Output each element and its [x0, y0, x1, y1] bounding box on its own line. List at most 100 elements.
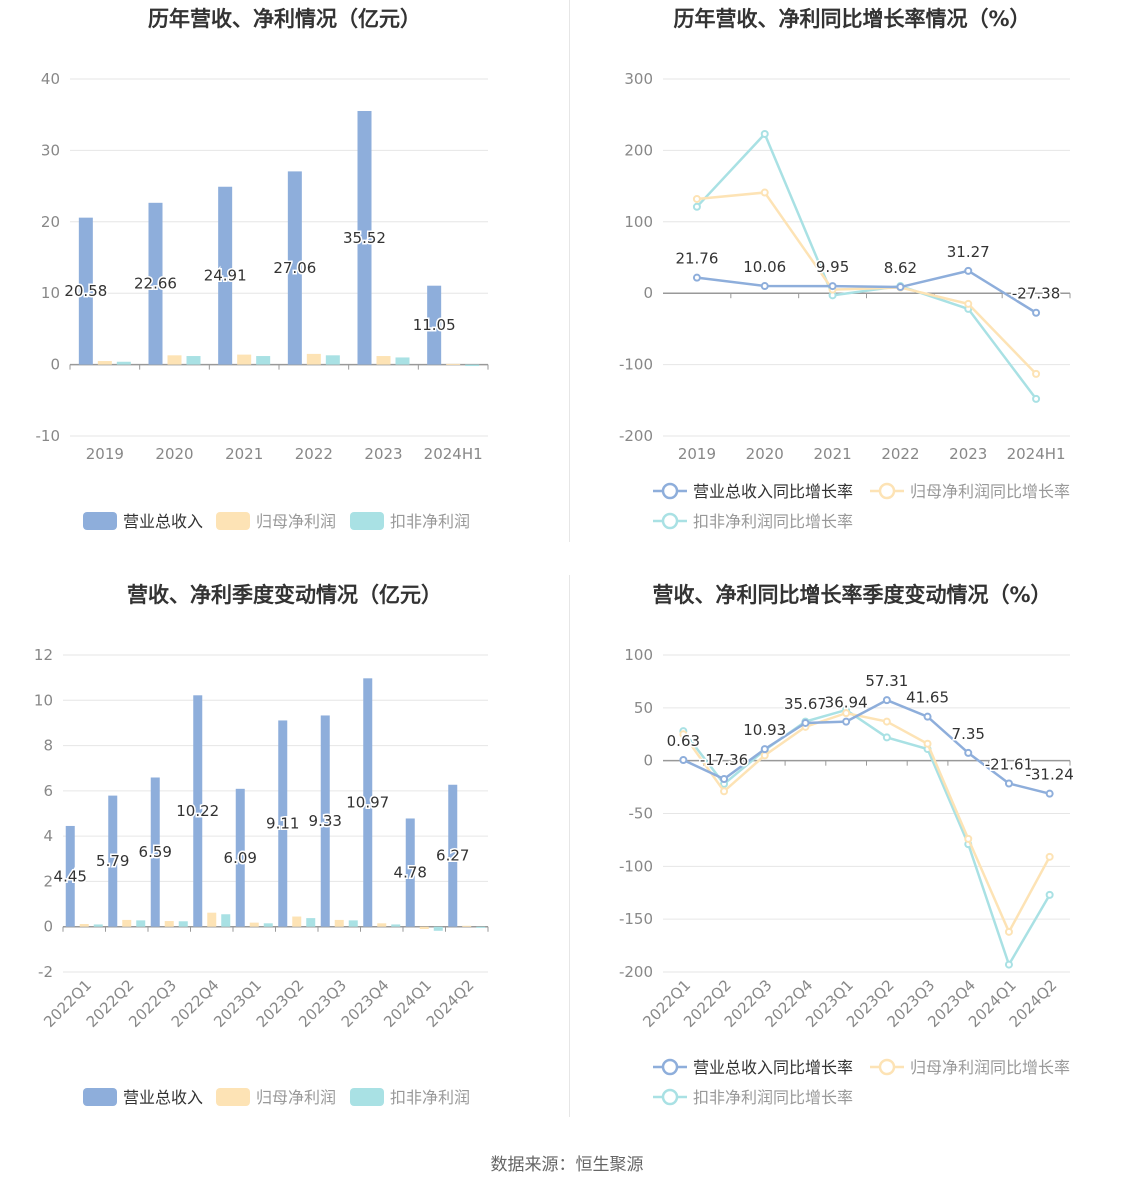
- bar-value-label: 10.97: [346, 794, 389, 812]
- bar-deducted_profit: [256, 356, 271, 365]
- line-value-label: -27.38: [1012, 285, 1060, 303]
- x-category-label: 2020: [746, 445, 784, 463]
- line-value-label: -17.36: [700, 751, 748, 769]
- point-net_profit: [923, 739, 932, 748]
- point-net_profit: [1045, 852, 1054, 861]
- bar-revenue: [235, 788, 245, 927]
- x-category-label: 2023: [949, 445, 987, 463]
- point-deducted_profit: [692, 202, 701, 211]
- y-tick-label: 10: [34, 691, 53, 709]
- bar-value-label: 6.59: [139, 843, 172, 861]
- point-revenue: [882, 696, 891, 705]
- y-tick-label: 10: [41, 284, 60, 302]
- point-net_profit: [964, 834, 973, 843]
- bar-deducted_profit: [186, 356, 201, 365]
- bar-revenue: [363, 678, 373, 927]
- point-revenue: [760, 745, 769, 754]
- legend-label: 归母净利润同比增长率: [910, 1058, 1070, 1077]
- legend-label: 扣非净利润: [390, 512, 470, 531]
- line-value-label: 31.27: [947, 243, 990, 261]
- bar-deducted_profit: [391, 924, 401, 927]
- y-tick-label: 200: [624, 141, 653, 159]
- bar-value-label: 4.78: [394, 864, 427, 882]
- point-revenue: [842, 717, 851, 726]
- bar-net_profit: [237, 354, 252, 365]
- quarterly-growth-chart: 营收、净利同比增长率季度变动情况（%） -200 -150 -100 -50 0 50 100…: [570, 570, 1134, 1130]
- y-tick-label: 8: [43, 737, 53, 755]
- x-category-label: 2019: [86, 445, 124, 463]
- line-value-label: 57.31: [865, 672, 908, 690]
- bar-value-label: 20.58: [64, 282, 107, 300]
- chart-svg: 历年营收、净利情况（亿元） -10 0 10 20 30 40 2019 2020 2021 202…: [36, 7, 489, 531]
- bar-net_profit: [462, 925, 472, 927]
- legend-marker-net_profit: [878, 482, 896, 500]
- legend-swatch-deducted_profit: [350, 1088, 384, 1106]
- y-tick-label: 12: [34, 646, 53, 664]
- legend-swatch-net_profit: [216, 512, 250, 530]
- bar-net_profit: [376, 356, 391, 365]
- line-revenue: [682, 698, 1050, 795]
- point-revenue: [720, 775, 729, 784]
- quarterly-amounts-chart: 营收、净利季度变动情况（亿元） -2 0 2 4 6 8 10 12 2022Q1 2022Q2 20…: [0, 570, 569, 1130]
- bar-deducted_profit: [395, 357, 410, 365]
- y-tick-label: -10: [36, 427, 61, 445]
- bar-deducted_profit: [325, 355, 340, 365]
- annual-amounts-chart: 历年营收、净利情况（亿元） -10 0 10 20 30 40 2019 2020 2021 202…: [0, 0, 569, 560]
- x-category-label: 2024H1: [424, 445, 483, 463]
- chart-svg: 历年营收、净利同比增长率情况（%） -200 -100 0 100 200 300 2019 2…: [619, 7, 1071, 531]
- y-tick-label: -200: [619, 963, 653, 981]
- line-value-label: 10.06: [743, 258, 786, 276]
- bar-net_profit: [164, 921, 174, 927]
- legend-label: 归母净利润: [256, 1088, 336, 1107]
- bar-deducted_profit: [116, 361, 131, 365]
- point-net_profit: [679, 730, 688, 739]
- bar-revenue: [405, 818, 415, 927]
- bar-net_profit: [377, 923, 387, 927]
- legend-marker-deducted_profit: [661, 1088, 679, 1106]
- bar-revenue: [218, 186, 233, 365]
- bar-revenue: [287, 171, 302, 365]
- point-deducted_profit: [1032, 394, 1041, 403]
- bar-revenue: [278, 720, 288, 927]
- x-category-label: 2021: [813, 445, 851, 463]
- legend-label: 扣非净利润同比增长率: [693, 1088, 853, 1107]
- line-deducted_profit: [682, 708, 1051, 968]
- bar-value-label: 24.91: [204, 267, 247, 285]
- line-net_profit: [696, 191, 1037, 375]
- bar-revenue: [427, 285, 442, 365]
- point-revenue: [1004, 779, 1013, 788]
- x-category-label: 2024H1: [1007, 445, 1066, 463]
- bar-deducted_profit: [136, 920, 146, 927]
- point-net_profit: [882, 717, 891, 726]
- point-revenue: [801, 718, 810, 727]
- bar-deducted_profit: [93, 924, 103, 927]
- legend-label: 扣非净利润: [390, 1088, 470, 1107]
- legend-marker-net_profit: [878, 1058, 896, 1076]
- bar-deducted_profit: [433, 926, 443, 931]
- point-revenue: [692, 273, 701, 282]
- chart-svg: 营收、净利同比增长率季度变动情况（%） -200 -150 -100 -50 0 50 100…: [619, 583, 1075, 1107]
- bar-net_profit: [167, 355, 182, 365]
- bar-revenue: [108, 795, 118, 927]
- bar-deducted_profit: [306, 918, 316, 927]
- bar-revenue: [357, 110, 372, 365]
- y-tick-label: -50: [629, 805, 654, 823]
- bar-value-label: 9.33: [309, 812, 342, 830]
- y-tick-label: 0: [50, 356, 60, 374]
- line-revenue: [696, 269, 1037, 314]
- bar-value-label: 35.52: [343, 229, 386, 247]
- y-tick-label: 0: [643, 752, 653, 770]
- chart-svg: 营收、净利季度变动情况（亿元）-20246810122022Q12022Q220…: [34, 583, 489, 1107]
- bar-net_profit: [97, 361, 112, 365]
- line-value-label: 9.95: [816, 258, 849, 276]
- legend-label: 归母净利润同比增长率: [910, 482, 1070, 501]
- y-tick-label: 100: [624, 213, 653, 231]
- point-revenue: [828, 282, 837, 291]
- x-category-label: 2020: [155, 445, 193, 463]
- bar-revenue: [78, 217, 93, 365]
- legend-label: 营业总收入: [123, 1088, 203, 1107]
- line-value-label: 35.67: [784, 695, 827, 713]
- x-category-label: 2022: [881, 445, 919, 463]
- bar-net_profit: [334, 919, 344, 927]
- x-category-label: 2022: [295, 445, 333, 463]
